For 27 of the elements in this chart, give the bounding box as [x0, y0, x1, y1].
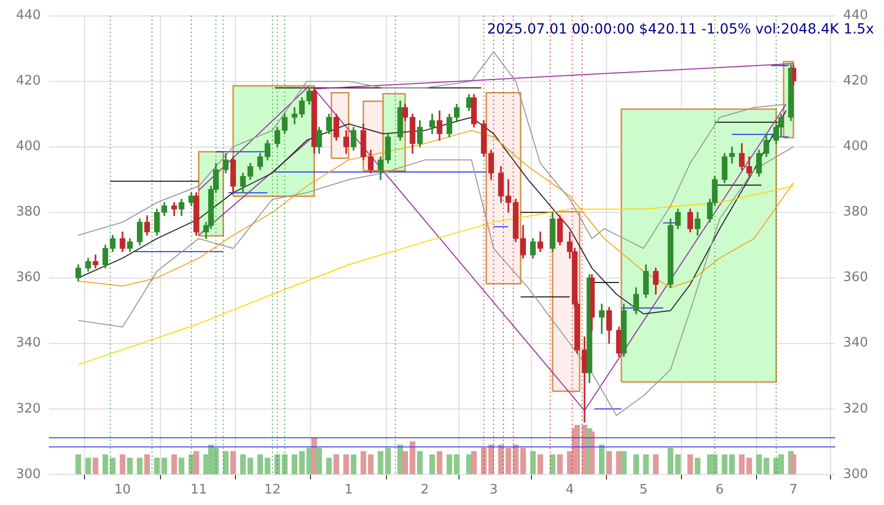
x-tick-label: 2 — [420, 482, 429, 498]
y-tick-label: 400 — [16, 139, 41, 154]
y2-tick-label: 440 — [843, 8, 868, 24]
x-tick-label: 11 — [190, 482, 207, 498]
y2-tick-label: 420 — [843, 74, 868, 89]
x-tick-label: 5 — [639, 482, 648, 498]
x-tick-label: 1 — [344, 482, 353, 498]
y-tick-label: 380 — [16, 204, 41, 220]
x-tick-label: 7 — [789, 482, 798, 498]
y2-tick-label: 360 — [843, 270, 868, 286]
y-tick-label: 300 — [16, 466, 41, 482]
y-tick-label: 340 — [16, 336, 41, 351]
x-tick-label: 3 — [489, 482, 498, 498]
x-tick-label: 4 — [566, 482, 574, 498]
x-tick-label: 12 — [264, 482, 281, 498]
x-tick-label: 6 — [716, 482, 724, 498]
y2-tick-label: 400 — [843, 139, 868, 154]
y-tick-label: 320 — [16, 401, 41, 416]
chart-title: 2025.07.01 00:00:00 $420.11 -1.05% vol:2048.4K 1.5x — [487, 21, 874, 38]
y-tick-label: 420 — [16, 74, 41, 89]
x-tick-label: 10 — [114, 482, 131, 498]
y2-tick-label: 380 — [843, 204, 868, 220]
y2-tick-label: 340 — [843, 336, 868, 351]
y2-tick-label: 320 — [843, 401, 868, 416]
y-tick-label: 360 — [16, 270, 41, 286]
y2-tick-label: 300 — [843, 466, 868, 482]
y-tick-label: 440 — [16, 8, 41, 24]
